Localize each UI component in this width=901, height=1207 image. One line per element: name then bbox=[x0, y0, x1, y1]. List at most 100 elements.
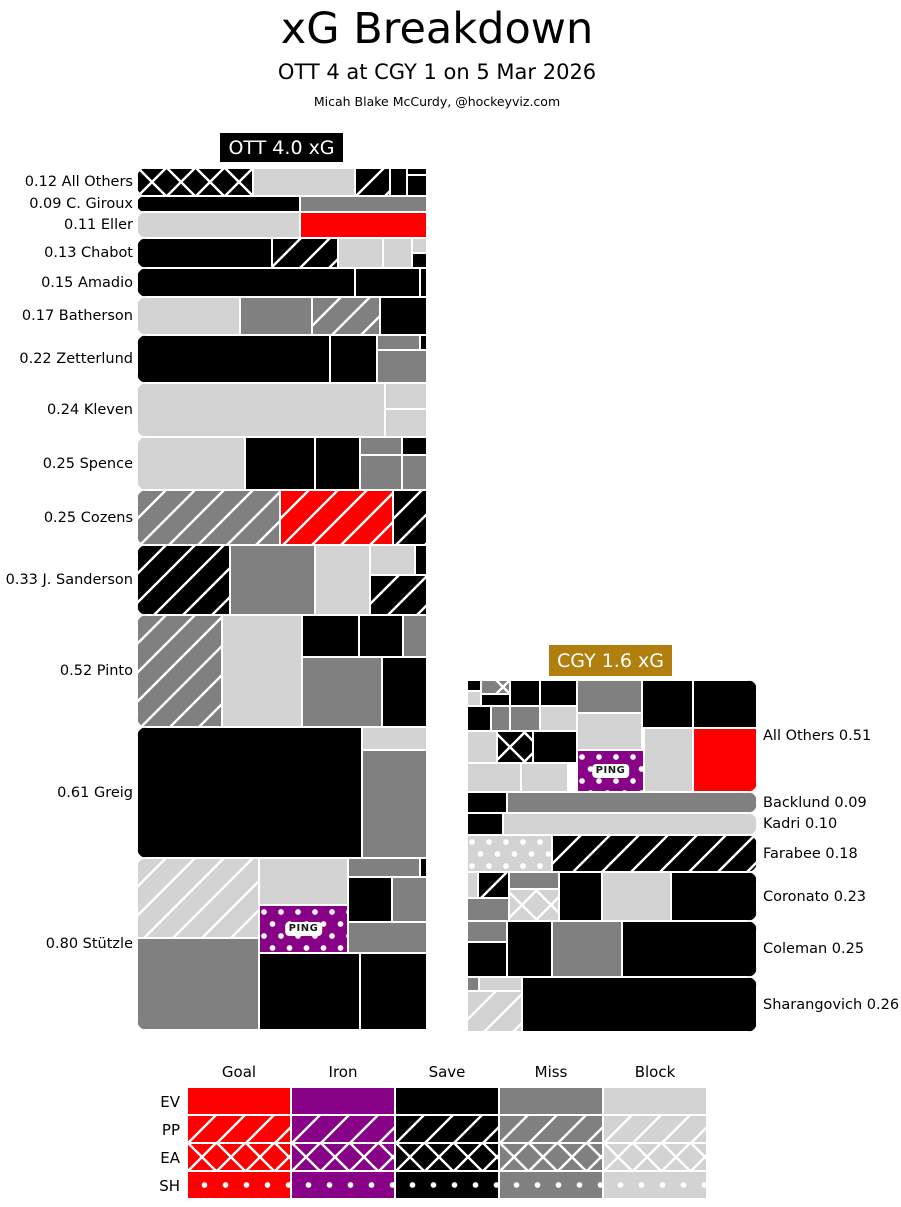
mosaic-tile-block-pp bbox=[137, 858, 259, 938]
player-row-ott bbox=[137, 196, 427, 212]
player-label-ott: 0.25 Spence bbox=[42, 455, 133, 472]
mosaic-tile-miss-ev bbox=[240, 297, 312, 335]
player-row-ott bbox=[137, 383, 427, 437]
mosaic-tile-miss-ev bbox=[377, 350, 427, 383]
mosaic-tile-block-pp bbox=[467, 991, 522, 1032]
player-row-ott: PING bbox=[137, 858, 427, 1030]
mosaic-tile-block-ev bbox=[383, 238, 412, 268]
player-label-ott: 0.15 Amadio bbox=[41, 274, 133, 291]
team-header-ott: OTT 4.0 xG bbox=[220, 133, 343, 162]
mosaic-tile-goal-pp bbox=[280, 490, 393, 545]
mosaic-tile-block-ev bbox=[370, 545, 415, 575]
mosaic-tile-save-ev bbox=[330, 335, 377, 383]
mosaic-tile-miss-ev bbox=[467, 898, 509, 921]
player-label-ott: 0.61 Greig bbox=[57, 784, 133, 801]
player-row-cgy bbox=[467, 872, 757, 921]
mosaic-tile-miss-ev bbox=[348, 858, 420, 877]
player-row-cgy bbox=[467, 977, 757, 1032]
page-title: xG Breakdown bbox=[280, 4, 594, 54]
player-row-ott bbox=[137, 615, 427, 727]
mosaic-tile-block-ev bbox=[467, 763, 521, 792]
legend-outcome-header-block: Block bbox=[634, 1063, 676, 1081]
player-label-cgy: Farabee 0.18 bbox=[763, 845, 858, 862]
legend-cell-save-ea bbox=[396, 1144, 498, 1170]
team-panel-ott: PING bbox=[137, 168, 427, 1030]
player-row-ott bbox=[137, 297, 427, 335]
ping-badge: PING bbox=[284, 922, 323, 936]
mosaic-tile-miss-ev bbox=[360, 455, 402, 490]
legend-cell-save-sh bbox=[396, 1172, 498, 1198]
player-label-cgy: Coronato 0.23 bbox=[763, 888, 867, 905]
mosaic-tile-save-ev bbox=[420, 335, 427, 350]
mosaic-tile-block-ev bbox=[137, 383, 385, 437]
mosaic-tile-save-pp bbox=[478, 872, 509, 898]
mosaic-tile-miss-ev bbox=[509, 872, 559, 889]
player-label-ott: 0.25 Cozens bbox=[43, 509, 133, 526]
mosaic-tile-miss-ev bbox=[467, 977, 479, 991]
mosaic-tile-save-pp bbox=[393, 490, 427, 545]
mosaic-tile-save-pp bbox=[272, 238, 338, 268]
player-row-ott bbox=[137, 335, 427, 383]
mosaic-tile-block-ev bbox=[137, 212, 300, 238]
mosaic-tile-block-ea bbox=[509, 889, 559, 921]
mosaic-tile-miss-ev bbox=[491, 706, 510, 731]
mosaic-tile-miss-ev bbox=[577, 680, 642, 713]
mosaic-tile-save-pp bbox=[370, 575, 427, 615]
ping-badge: PING bbox=[591, 764, 630, 778]
mosaic-tile-save-ev bbox=[380, 297, 427, 335]
mosaic-tile-save-pp bbox=[355, 168, 390, 196]
mosaic-tile-save-ev bbox=[137, 335, 330, 383]
mosaic-tile-miss-ev bbox=[360, 437, 402, 455]
mosaic-tile-miss-ev bbox=[507, 792, 757, 813]
legend-cell-iron-ev bbox=[292, 1088, 394, 1114]
player-row-cgy bbox=[467, 835, 757, 872]
mosaic-tile-save-ev bbox=[407, 168, 427, 175]
legend-outcome-header-miss: Miss bbox=[534, 1063, 568, 1081]
mosaic-tile-save-ev bbox=[420, 268, 427, 297]
mosaic-tile-block-ev bbox=[577, 713, 642, 750]
player-label-ott: 0.80 Stützle bbox=[45, 936, 133, 952]
mosaic-tile-miss-ea bbox=[481, 680, 510, 694]
mosaic-tile-miss-pp bbox=[312, 297, 380, 335]
player-label-ott: 0.12 All Others bbox=[24, 174, 133, 190]
mosaic-tile-save-pp bbox=[137, 545, 230, 615]
legend-cell-iron-ea bbox=[292, 1144, 394, 1170]
legend-cell-goal-pp bbox=[188, 1116, 290, 1142]
mosaic-tile-save-ev bbox=[507, 921, 552, 977]
mosaic-tile-block-ev bbox=[467, 872, 478, 898]
team-header-cgy: CGY 1.6 xG bbox=[549, 645, 672, 676]
mosaic-tile-save-ev bbox=[355, 268, 420, 297]
legend-cell-miss-ea bbox=[500, 1144, 602, 1170]
mosaic-tile-block-ev bbox=[602, 872, 671, 921]
mosaic-tile-save-ev bbox=[137, 238, 272, 268]
legend-cell-miss-sh bbox=[500, 1172, 602, 1198]
mosaic-tile-save-ev bbox=[467, 792, 507, 813]
mosaic-tile-save-ev bbox=[522, 977, 757, 1032]
mosaic-tile-save-ev bbox=[359, 615, 403, 657]
legend-cell-save-pp bbox=[396, 1116, 498, 1142]
legend-strength-label-sh: SH bbox=[159, 1177, 180, 1195]
player-label-ott: 0.13 Chabot bbox=[44, 245, 133, 261]
player-label-cgy: Coleman 0.25 bbox=[763, 941, 865, 957]
mosaic-tile-save-ea bbox=[497, 731, 533, 763]
mosaic-tile-miss-ev bbox=[300, 196, 427, 212]
mosaic-tile-miss-ev bbox=[467, 921, 507, 942]
legend-cell-miss-pp bbox=[500, 1116, 602, 1142]
mosaic-tile-miss-ev bbox=[302, 657, 382, 727]
legend-cell-iron-sh bbox=[292, 1172, 394, 1198]
mosaic-tile-save-ev bbox=[302, 615, 359, 657]
player-row-ott bbox=[137, 545, 427, 615]
player-row-ott bbox=[137, 490, 427, 545]
mosaic-tile-save-ev bbox=[693, 680, 757, 728]
player-row-cgy bbox=[467, 792, 757, 813]
mosaic-tile-miss-ev bbox=[377, 335, 420, 350]
mosaic-tile-miss-ev bbox=[230, 545, 315, 615]
player-label-ott: 0.33 J. Sanderson bbox=[5, 572, 133, 588]
mosaic-tile-miss-ev bbox=[552, 921, 622, 977]
mosaic-tile-save-ev bbox=[510, 680, 540, 706]
mosaic-tile-block-ev bbox=[467, 731, 497, 763]
player-label-cgy: Kadri 0.10 bbox=[763, 816, 838, 832]
mosaic-tile-save-ev bbox=[315, 437, 360, 490]
mosaic-tile-save-ev bbox=[402, 437, 427, 455]
mosaic-tile-save-ev bbox=[559, 872, 602, 921]
